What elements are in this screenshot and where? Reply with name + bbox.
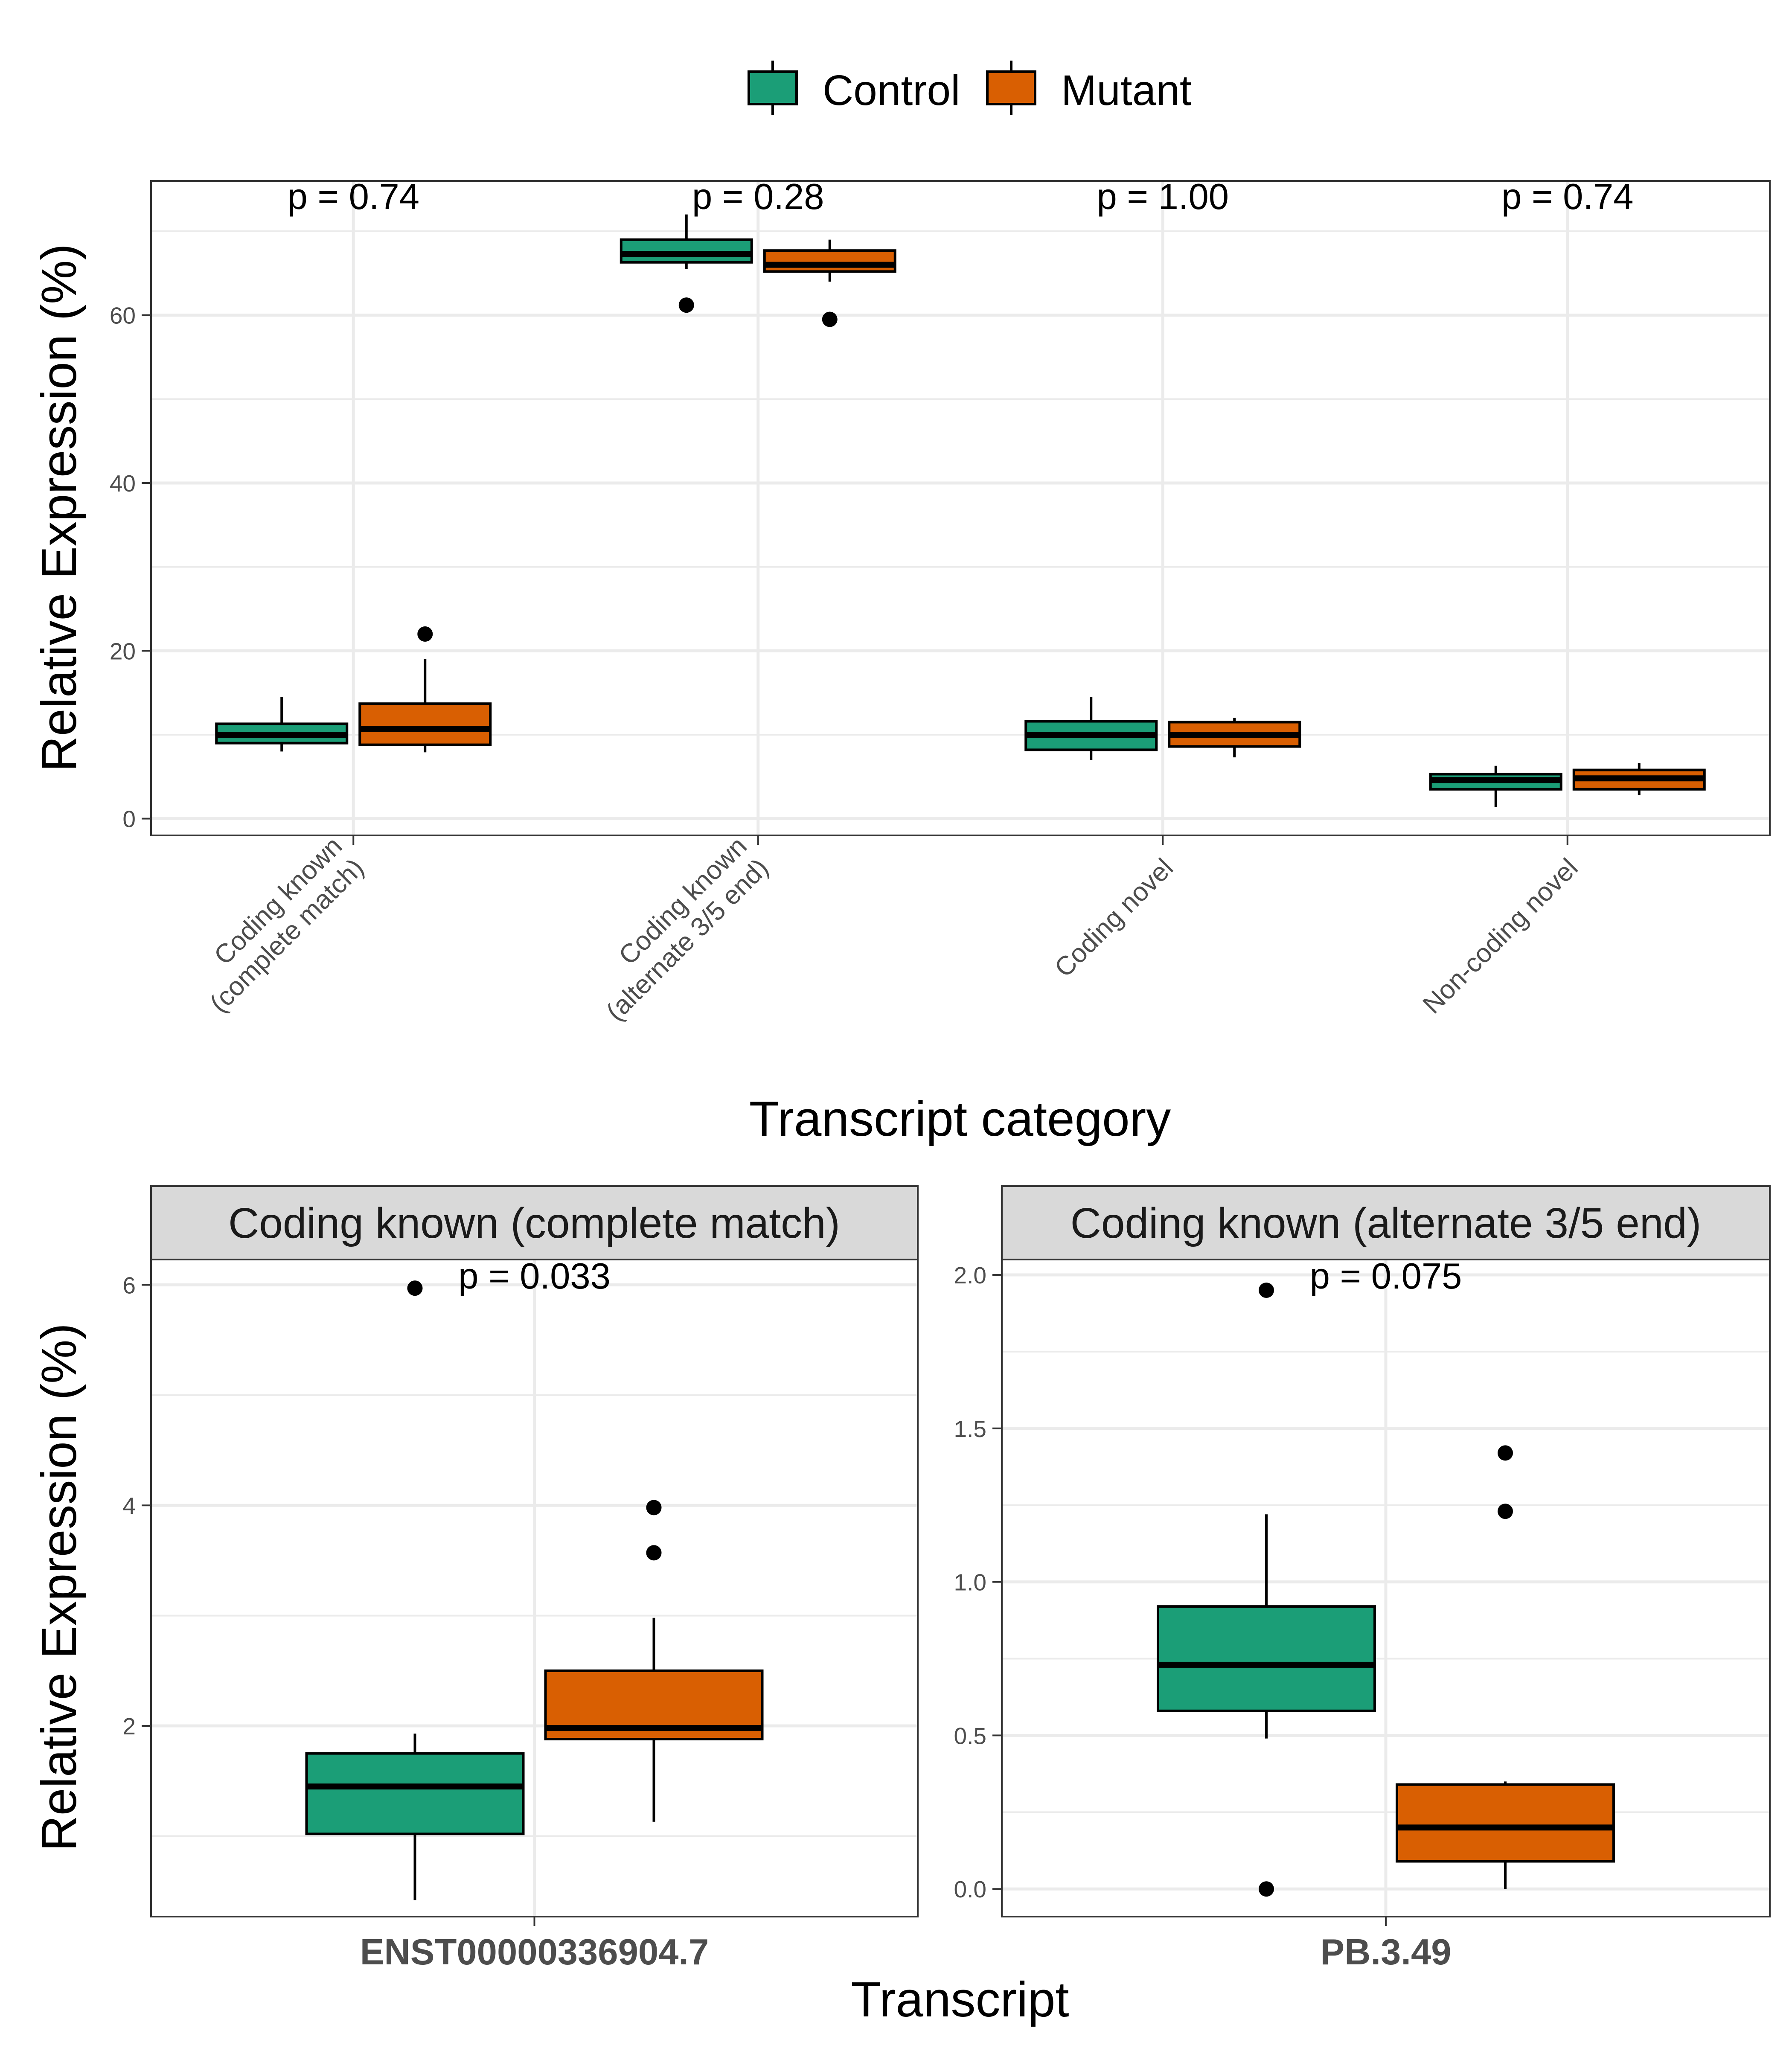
outlier-point xyxy=(417,626,433,642)
box-mutant xyxy=(1572,763,1706,795)
bottom-right-boxes xyxy=(1157,1282,1615,1897)
top-grid xyxy=(151,181,1770,835)
legend-label-mutant: Mutant xyxy=(1061,67,1192,114)
y-tick-label: 1.5 xyxy=(954,1416,986,1442)
outlier-point xyxy=(646,1500,662,1516)
box-mutant xyxy=(763,239,896,327)
bottom-right-annotations: p = 0.075 xyxy=(1310,1256,1462,1297)
box-iqr xyxy=(1396,1783,1615,1863)
y-tick-label: 1.0 xyxy=(954,1569,986,1596)
box-control xyxy=(305,1280,525,1900)
outlier-point xyxy=(1259,1282,1274,1298)
outlier-point xyxy=(1259,1881,1274,1897)
y-tick-label: 0 xyxy=(122,806,136,832)
bottom-left-y-axis: 2 4 6 xyxy=(122,1272,151,1740)
outlier-point xyxy=(678,297,694,313)
facet-label-left: Coding known (complete match) xyxy=(228,1199,840,1247)
legend-item-control: Control xyxy=(748,61,960,115)
box-iqr xyxy=(1157,1605,1376,1712)
box-iqr xyxy=(305,1752,525,1836)
bottom-right-panel: Coding known (alternate 3/5 end) p = 0.0… xyxy=(954,1185,1771,1972)
legend-key-mutant xyxy=(986,70,1036,105)
legend-label-control: Control xyxy=(823,67,960,114)
bottom-left-x-axis: ENST00000336904.7 xyxy=(360,1917,709,1972)
top-annotations: p = 0.74 p = 0.28 p = 1.00 p = 0.74 xyxy=(287,177,1633,217)
box-control xyxy=(215,697,349,752)
p-value-label: p = 0.74 xyxy=(287,177,419,217)
y-tick-label: 20 xyxy=(110,638,136,664)
p-value-label: p = 1.00 xyxy=(1097,177,1229,217)
y-tick-label: 0.0 xyxy=(954,1876,986,1903)
x-tick-label: PB.3.49 xyxy=(1320,1932,1451,1972)
y-tick-label: 2 xyxy=(122,1713,136,1740)
legend-key-control xyxy=(748,70,798,105)
facet-label-right: Coding known (alternate 3/5 end) xyxy=(1071,1199,1702,1247)
p-value-label: p = 0.74 xyxy=(1501,177,1634,217)
p-value-label: p = 0.075 xyxy=(1310,1256,1462,1297)
bottom-left-grid xyxy=(151,1260,918,1917)
facet-strip-left xyxy=(150,1185,919,1260)
bottom-left-panel: Coding known (complete match) p = 0.033 … xyxy=(122,1185,919,1972)
y-tick-label: 40 xyxy=(110,470,136,497)
top-panel-border xyxy=(150,180,1771,836)
legend: Control Mutant xyxy=(748,61,1192,115)
box-control xyxy=(1429,765,1562,807)
box-control xyxy=(1024,697,1158,760)
top-boxes xyxy=(215,214,1706,807)
p-value-label: p = 0.033 xyxy=(458,1256,611,1297)
outlier-point xyxy=(1498,1445,1513,1461)
outlier-point xyxy=(1498,1504,1513,1519)
y-tick-label: 60 xyxy=(110,303,136,329)
box-iqr xyxy=(358,702,492,746)
top-y-axis-title: Relative Expression (%) xyxy=(31,244,87,772)
box-iqr xyxy=(763,249,896,273)
box-mutant xyxy=(358,626,492,753)
box-control xyxy=(1157,1282,1376,1897)
box-mutant xyxy=(1396,1445,1615,1889)
outlier-point xyxy=(407,1280,423,1296)
bottom-right-y-axis: 0.0 0.5 1.0 1.5 2.0 xyxy=(954,1262,1002,1903)
bottom-left-boxes xyxy=(305,1280,764,1900)
bottom-right-x-axis: PB.3.49 xyxy=(1320,1917,1452,1972)
box-control xyxy=(620,214,753,313)
top-x-axis-title: Transcript category xyxy=(749,1091,1171,1146)
box-mutant xyxy=(544,1500,764,1822)
facet-strip-right xyxy=(1001,1185,1771,1260)
outlier-point xyxy=(646,1545,662,1561)
y-tick-label: 4 xyxy=(122,1492,136,1519)
p-value-label: p = 0.28 xyxy=(692,177,824,217)
box-mutant xyxy=(1168,718,1301,758)
bottom-y-axis-title: Relative Expression (%) xyxy=(31,1323,87,1851)
y-tick-label: 6 xyxy=(122,1272,136,1298)
y-tick-label: 0.5 xyxy=(954,1722,986,1749)
legend-item-mutant: Mutant xyxy=(986,61,1192,115)
bottom-x-axis-title: Transcript xyxy=(851,1972,1069,2027)
top-y-axis: 0 20 40 60 xyxy=(110,303,151,832)
y-tick-label: 2.0 xyxy=(954,1262,986,1289)
outlier-point xyxy=(822,311,838,327)
bottom-left-annotations: p = 0.033 xyxy=(458,1256,611,1297)
bottom-right-grid xyxy=(1002,1260,1770,1917)
x-tick-label: ENST00000336904.7 xyxy=(360,1932,709,1972)
